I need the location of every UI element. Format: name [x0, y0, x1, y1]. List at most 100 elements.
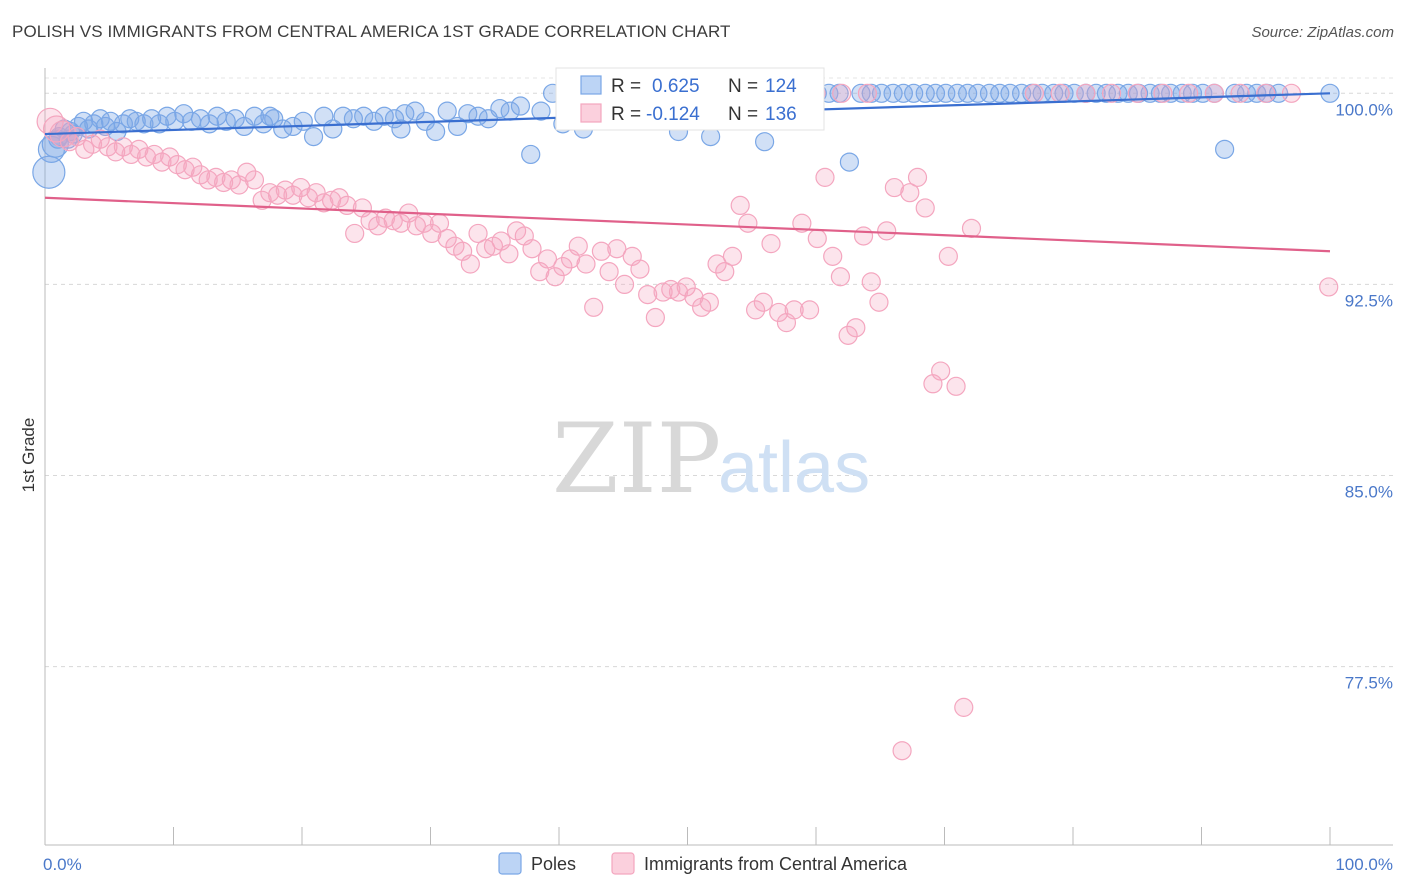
- data-point: [645, 307, 665, 328]
- data-point: [968, 83, 988, 103]
- central-america-r-value: -0.124: [646, 104, 700, 125]
- data-point: [1086, 83, 1106, 103]
- data-point: [214, 172, 234, 193]
- data-point: [175, 160, 195, 180]
- data-point: [707, 254, 727, 274]
- data-point: [915, 83, 935, 103]
- data-point: [354, 106, 374, 126]
- data-point: [391, 213, 411, 233]
- data-point: [931, 361, 951, 381]
- data-point: [553, 256, 573, 277]
- data-point: [893, 83, 913, 103]
- data-point: [460, 254, 480, 274]
- data-point: [979, 83, 1000, 103]
- data-point: [160, 147, 180, 167]
- trend-line-central-america: [44, 196, 1331, 253]
- data-point: [260, 183, 280, 203]
- data-point: [815, 167, 835, 187]
- data-point: [61, 121, 81, 142]
- y-tick-labels: 100.0% 92.5% 85.0% 77.5%: [1335, 100, 1393, 692]
- data-point: [883, 83, 903, 103]
- y-tick-label: 85.0%: [1345, 483, 1393, 502]
- data-point: [329, 188, 349, 208]
- data-point: [1050, 83, 1070, 103]
- data-point: [1215, 139, 1235, 159]
- central-america-n-value: 136: [765, 104, 797, 125]
- data-point: [699, 292, 719, 312]
- data-point: [1256, 83, 1276, 103]
- data-point: [1179, 83, 1199, 103]
- central-america-n-label: N =: [728, 104, 758, 125]
- data-point: [871, 83, 892, 103]
- y-tick-label: 77.5%: [1345, 674, 1393, 693]
- poles-legend-swatch: [580, 75, 602, 95]
- data-point: [476, 239, 496, 259]
- data-point: [947, 83, 967, 103]
- data-point: [568, 236, 588, 256]
- data-point: [375, 208, 396, 228]
- watermark-zip: ZIP: [552, 403, 721, 515]
- data-point: [260, 106, 280, 126]
- data-point: [32, 155, 66, 189]
- data-point: [961, 218, 982, 238]
- data-point: [1096, 83, 1117, 103]
- data-point: [807, 228, 827, 249]
- legend-label-poles: Poles: [531, 854, 576, 874]
- watermark: ZIP atlas: [552, 403, 870, 515]
- chart-title: POLISH VS IMMIGRANTS FROM CENTRAL AMERIC…: [12, 22, 731, 41]
- central-america-r-label: R =: [611, 104, 641, 125]
- data-point: [1225, 83, 1245, 103]
- data-point: [954, 697, 974, 717]
- data-point: [368, 216, 388, 236]
- data-point: [584, 297, 604, 317]
- data-point: [630, 259, 650, 279]
- data-point: [244, 170, 265, 190]
- data-point: [730, 195, 750, 216]
- data-point: [915, 198, 935, 218]
- data-point: [851, 83, 871, 103]
- data-point: [676, 277, 696, 297]
- y-tick-label: 100.0%: [1335, 100, 1393, 119]
- data-point: [437, 101, 457, 121]
- data-point: [144, 144, 164, 165]
- data-point: [857, 83, 878, 103]
- data-point: [990, 83, 1010, 103]
- data-point: [1108, 83, 1128, 103]
- data-point: [136, 147, 157, 167]
- data-point: [198, 170, 218, 190]
- poles-n-value: 124: [765, 76, 797, 97]
- data-point: [283, 185, 303, 205]
- data-point: [391, 119, 411, 139]
- data-point: [306, 183, 326, 203]
- data-point: [661, 279, 681, 300]
- data-point: [799, 300, 820, 320]
- x-tick-label: 0.0%: [43, 855, 82, 874]
- data-point: [853, 226, 874, 246]
- data-point: [684, 287, 704, 307]
- data-point: [877, 221, 897, 241]
- data-point: [638, 284, 658, 305]
- data-point: [900, 183, 920, 203]
- data-point: [823, 246, 843, 266]
- data-point: [545, 267, 565, 287]
- data-point: [252, 190, 272, 210]
- legend-swatch-poles: [498, 852, 522, 875]
- data-point: [510, 96, 531, 116]
- data-point: [521, 144, 541, 165]
- data-point: [938, 246, 958, 266]
- legend-swatch-central-america: [611, 852, 635, 875]
- data-point: [113, 137, 133, 157]
- central-america-legend-swatch: [580, 103, 602, 123]
- data-point: [653, 282, 673, 302]
- data-point: [345, 223, 365, 244]
- y-tick-label: 92.5%: [1345, 291, 1393, 310]
- stats-legend: R = 0.625 N = 124 R = -0.124 N = 136: [555, 67, 825, 131]
- data-point: [614, 274, 635, 295]
- data-point: [907, 167, 928, 187]
- data-point: [1076, 83, 1096, 103]
- data-point: [1024, 83, 1045, 103]
- data-point: [405, 101, 425, 121]
- data-point: [1230, 83, 1250, 103]
- data-point: [607, 239, 627, 259]
- data-point: [576, 254, 596, 274]
